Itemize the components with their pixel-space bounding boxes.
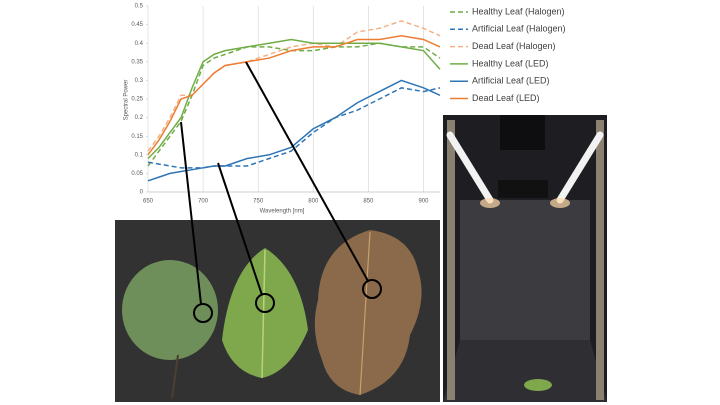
x-axis-label: Wavelength [nm] — [260, 209, 305, 215]
y-tick-label: 0 — [140, 190, 144, 196]
legend-label: Dead Leaf (LED) — [472, 93, 540, 103]
y-tick-label: 0.4 — [135, 41, 144, 47]
legend-label: Artificial Leaf (LED) — [472, 76, 550, 86]
connectors — [180, 61, 369, 305]
series-line — [147, 34, 441, 156]
x-tick-label: 800 — [308, 199, 319, 205]
leaves-photo — [115, 220, 440, 402]
y-tick-label: 0.5 — [135, 4, 144, 10]
x-tick-label: 850 — [363, 199, 374, 205]
x-tick-label: 650 — [143, 199, 154, 205]
y-tick-label: 0.1 — [135, 152, 144, 158]
x-tick-label: 700 — [198, 199, 209, 205]
series-line — [147, 79, 441, 182]
y-tick-label: 0.05 — [131, 171, 143, 177]
series-line — [147, 38, 441, 160]
plot: 650 700 750 800 850 900 0 0.05 0.1 0.15 0.2 0.25 0.3… — [131, 4, 565, 205]
x-tick-label: 900 — [418, 199, 429, 205]
legend-label: Healthy Leaf (LED) — [472, 58, 549, 68]
y-tick-label: 0.45 — [131, 22, 143, 28]
y-tick-label: 0.25 — [131, 97, 143, 103]
y-tick-label: 0.3 — [135, 78, 144, 84]
legend-label: Artificial Leaf (Halogen) — [472, 24, 566, 34]
y-tick-label: 0.35 — [131, 59, 143, 65]
y-tick-label: 0.15 — [131, 134, 143, 140]
legend-label: Healthy Leaf (Halogen) — [472, 6, 565, 16]
x-tick-label: 750 — [253, 199, 264, 205]
series-line — [147, 87, 441, 169]
legend-label: Dead Leaf (Halogen) — [472, 41, 556, 51]
chamber-photo — [443, 115, 607, 402]
series-line — [147, 20, 441, 152]
y-tick-label: 0.2 — [135, 115, 144, 121]
y-axis-label: Spectral Power — [124, 80, 130, 121]
